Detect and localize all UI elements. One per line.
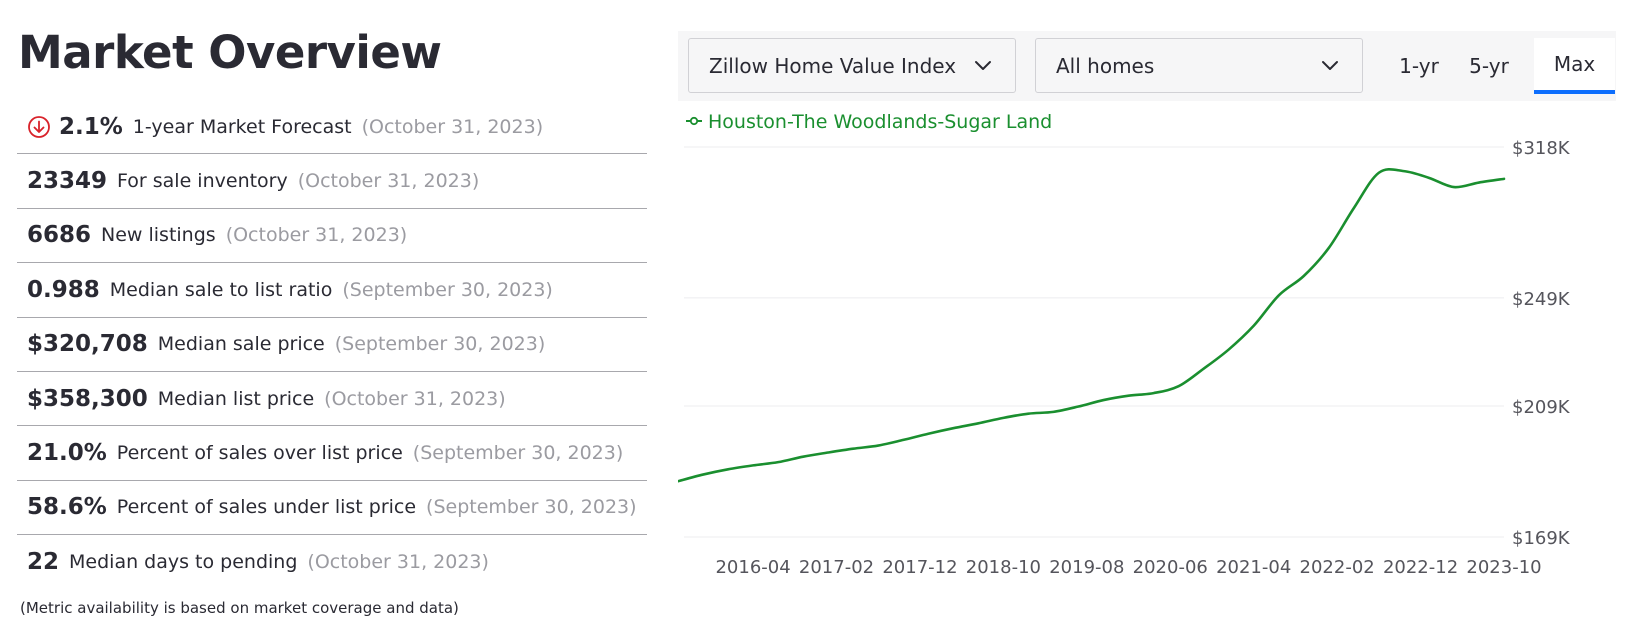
metric-row-under-list: 58.6% Percent of sales under list price …	[17, 481, 647, 536]
metric-availability-note: (Metric availability is based on market …	[20, 599, 459, 617]
metric-date: (September 30, 2023)	[334, 333, 546, 356]
x-axis-ticks: 2016-04 2017-02 2017-12 2018-10 2019-08 2020-…	[715, 557, 1541, 578]
range-1yr-button[interactable]: 1-yr	[1399, 54, 1439, 78]
metric-value: 0.988	[27, 276, 100, 303]
metric-label: For sale inventory	[117, 170, 288, 193]
metric-date: (October 31, 2023)	[297, 170, 480, 193]
metric-label: Median sale to list ratio	[109, 278, 333, 301]
metrics-list: 2.1% 1-year Market Forecast (October 31,…	[17, 100, 647, 590]
metric-label: Median sale price	[157, 333, 325, 356]
metric-date: (October 31, 2023)	[307, 551, 489, 574]
chart-area: Houston-The Woodlands-Sugar Land $169K $2…	[678, 101, 1616, 618]
y-tick-label: $249K	[1512, 289, 1571, 310]
metric-date: (September 30, 2023)	[412, 442, 624, 465]
arrow-down-circle-icon	[27, 115, 51, 139]
metric-date: (October 31, 2023)	[324, 387, 506, 410]
chevron-down-icon	[1322, 61, 1338, 70]
metric-value: 22	[27, 549, 60, 576]
x-tick-label: 2016-04	[715, 557, 790, 578]
metric-value: $320,708	[27, 331, 148, 358]
metric-row-list-price: $358,300 Median list price (October 31, …	[17, 372, 647, 427]
metric-date: (September 30, 2023)	[426, 496, 637, 519]
home-type-select[interactable]: All homes	[1035, 38, 1363, 93]
x-tick-label: 2018-10	[966, 557, 1041, 578]
x-tick-label: 2022-02	[1300, 557, 1375, 578]
metric-value: 21.0%	[27, 440, 107, 467]
metric-date: (September 30, 2023)	[342, 278, 553, 301]
x-tick-label: 2022-12	[1383, 557, 1458, 578]
y-tick-label: $318K	[1512, 138, 1571, 159]
range-max-button[interactable]: Max	[1534, 38, 1615, 94]
chart-toolbar: Zillow Home Value Index All homes 1-yr 5…	[678, 31, 1616, 101]
x-tick-label: 2023-10	[1466, 557, 1541, 578]
y-tick-label: $169K	[1512, 528, 1571, 549]
metric-row-new-listings: 6686 New listings (October 31, 2023)	[17, 209, 647, 264]
chart-panel: Zillow Home Value Index All homes 1-yr 5…	[678, 31, 1616, 618]
x-tick-label: 2021-04	[1216, 557, 1291, 578]
metric-value: 2.1%	[59, 113, 123, 140]
grid-lines	[684, 146, 1504, 538]
metric-row-sale-price: $320,708 Median sale price (September 30…	[17, 318, 647, 372]
x-tick-label: 2019-08	[1049, 557, 1124, 578]
metric-date: (October 31, 2023)	[361, 115, 544, 138]
y-tick-label: $209K	[1512, 397, 1571, 418]
legend-label: Houston-The Woodlands-Sugar Land	[708, 111, 1052, 133]
legend-marker-icon	[689, 116, 699, 126]
x-tick-label: 2020-06	[1133, 557, 1208, 578]
metric-label: Percent of sales under list price	[116, 496, 417, 519]
metric-label: Percent of sales over list price	[116, 442, 403, 465]
metric-value: 58.6%	[27, 494, 107, 521]
metric-label: Median days to pending	[69, 551, 298, 574]
metric-row-sale-to-list: 0.988 Median sale to list ratio (Septemb…	[17, 263, 647, 318]
y-axis-ticks: $169K $209K $249K $318K	[1512, 138, 1571, 549]
chevron-down-icon	[975, 61, 991, 70]
home-value-chart: Houston-The Woodlands-Sugar Land $169K $2…	[678, 111, 1571, 578]
metric-row-days-pending: 22 Median days to pending (October 31, 2…	[17, 535, 647, 589]
x-tick-label: 2017-02	[799, 557, 874, 578]
x-tick-label: 2017-12	[882, 557, 957, 578]
metric-row-inventory: 23349 For sale inventory (October 31, 20…	[17, 154, 647, 209]
metric-select[interactable]: Zillow Home Value Index	[688, 38, 1016, 93]
metric-label: New listings	[101, 224, 216, 247]
metric-row-forecast: 2.1% 1-year Market Forecast (October 31,…	[17, 100, 647, 155]
metric-value: 6686	[27, 222, 92, 249]
metric-select-value: Zillow Home Value Index	[709, 53, 957, 78]
chart-legend[interactable]: Houston-The Woodlands-Sugar Land	[686, 111, 1052, 133]
metric-value: 23349	[27, 168, 108, 195]
page-title: Market Overview	[18, 26, 442, 79]
range-5yr-button[interactable]: 5-yr	[1469, 54, 1509, 78]
metric-label: 1-year Market Forecast	[132, 115, 352, 138]
metric-label: Median list price	[157, 387, 315, 410]
metric-date: (October 31, 2023)	[225, 224, 408, 247]
home-type-select-value: All homes	[1056, 53, 1155, 78]
series-line	[678, 168, 1506, 483]
metric-value: $358,300	[27, 385, 148, 412]
metric-row-over-list: 21.0% Percent of sales over list price (…	[17, 426, 647, 481]
